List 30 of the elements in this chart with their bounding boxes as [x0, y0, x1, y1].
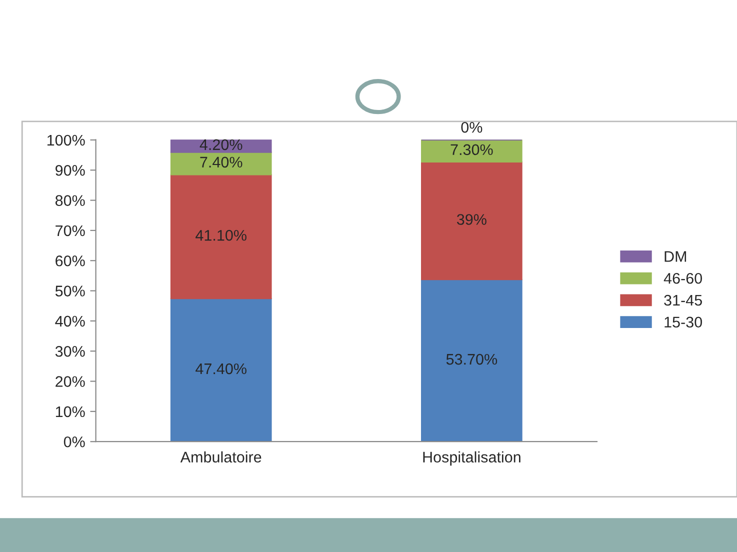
y-tick-label: 60% — [56, 255, 85, 266]
y-tick-label: 10% — [56, 406, 85, 418]
data-label: 7.40% — [200, 156, 242, 168]
bar — [170, 174, 272, 300]
y-tick-label: 0% — [64, 436, 85, 448]
y-tick-label: 80% — [55, 195, 85, 206]
y-tick-label: 30% — [55, 346, 85, 357]
data-label: 39% — [456, 214, 486, 225]
bar — [170, 298, 272, 442]
data-label: 0% — [461, 122, 482, 133]
legend-label: 15-30 — [664, 316, 702, 328]
legend-label: DM — [664, 251, 686, 262]
y-tick-label: 100% — [47, 134, 85, 146]
data-label: 47.40% — [196, 363, 246, 374]
y-tick-label: 50% — [55, 286, 85, 296]
data-label: 53.70% — [446, 354, 498, 365]
legend-label: 31-45 — [664, 294, 702, 306]
x-tick-label: Hospitalisation — [423, 451, 520, 466]
y-tick-label: 20% — [56, 376, 85, 387]
y-tick-label: 40% — [55, 316, 85, 327]
data-label: 4.20% — [200, 139, 242, 150]
data-label: 41.10% — [196, 230, 246, 241]
x-tick-label: Ambulatoire — [180, 451, 262, 463]
bar — [421, 140, 522, 163]
bar — [421, 279, 522, 442]
data-label: 7.30% — [450, 144, 493, 156]
legend-label: 46-60 — [664, 272, 702, 284]
y-tick-label: 90% — [56, 164, 85, 176]
y-tick-label: 70% — [56, 225, 85, 236]
bar — [421, 161, 522, 280]
